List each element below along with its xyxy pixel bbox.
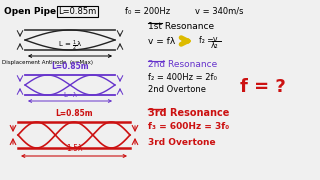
Text: f₂ =: f₂ = — [199, 36, 214, 45]
Text: 2nd Overtone: 2nd Overtone — [148, 85, 206, 94]
Text: 2nd Resonance: 2nd Resonance — [148, 60, 217, 69]
Text: 1.5λ: 1.5λ — [66, 144, 82, 153]
Text: L=0.85m: L=0.85m — [51, 62, 89, 71]
Text: Displacement Antinode  (s=Max): Displacement Antinode (s=Max) — [2, 60, 93, 65]
Text: f₀ = 200Hz: f₀ = 200Hz — [125, 7, 170, 16]
Text: 3rd Overtone: 3rd Overtone — [148, 138, 216, 147]
Text: f₂ = 400Hz = 2f₀: f₂ = 400Hz = 2f₀ — [148, 73, 217, 82]
Text: f₃ = 600Hz = 3f₀: f₃ = 600Hz = 3f₀ — [148, 122, 229, 131]
Text: v = 340m/s: v = 340m/s — [195, 7, 244, 16]
Text: L=λ: L=λ — [63, 92, 77, 98]
Text: f = ?: f = ? — [240, 78, 286, 96]
Text: 3rd Resonance: 3rd Resonance — [148, 108, 229, 118]
Text: L = $\frac{1}{2}$λ: L = $\frac{1}{2}$λ — [58, 39, 82, 53]
Text: v = fλ: v = fλ — [148, 37, 175, 46]
Text: 1st Resonance: 1st Resonance — [148, 22, 214, 31]
Text: v: v — [213, 35, 218, 44]
Text: Open Pipe: Open Pipe — [4, 7, 56, 16]
Text: λ₂: λ₂ — [211, 41, 219, 50]
Text: L=0.85m: L=0.85m — [58, 7, 96, 16]
Text: L=0.85m: L=0.85m — [55, 109, 93, 118]
